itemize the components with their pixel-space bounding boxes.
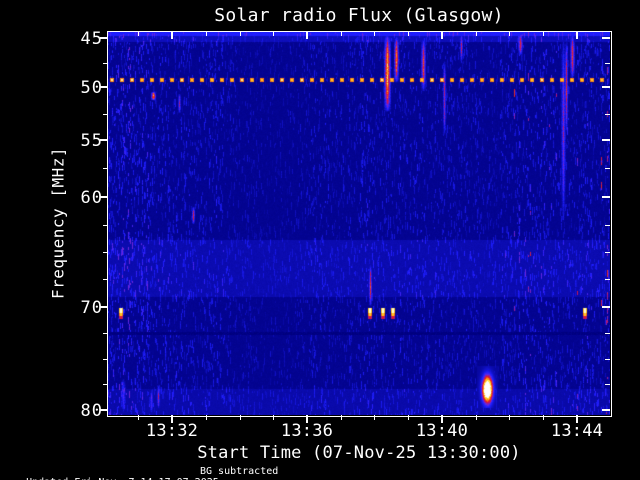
y-minor-tick-right [605, 384, 610, 386]
y-major-tick [100, 37, 108, 40]
y-tick-label: 45 [80, 29, 103, 50]
chart-title: Solar radio Flux (Glasgow) [214, 5, 504, 26]
x-minor-tick-top [374, 32, 376, 36]
x-minor-tick-top [273, 32, 275, 36]
x-tick-label: 13:36 [280, 421, 334, 441]
y-major-tick-right [602, 305, 610, 308]
y-major-tick-right [602, 86, 610, 89]
x-major-tick [440, 415, 443, 423]
x-major-tick-top [305, 32, 308, 39]
y-minor-tick [103, 224, 108, 226]
x-minor-tick-top [205, 32, 207, 36]
x-minor-tick [374, 415, 376, 420]
y-major-tick-right [602, 196, 610, 199]
y-minor-tick [103, 333, 108, 335]
y-minor-tick-right [605, 279, 610, 281]
updated-timestamp: Updated Fri Nov 7 14:17:07 2025 [26, 477, 219, 480]
y-tick-label: 50 [80, 78, 103, 99]
status-line: Updated Fri Nov 7 14:17:07 2025 BG subtr… [2, 466, 278, 480]
x-major-tick-top [440, 32, 443, 39]
x-tick-label: 13:32 [145, 421, 199, 441]
y-minor-tick-right [605, 168, 610, 170]
x-minor-tick [408, 415, 410, 420]
y-minor-tick [103, 251, 108, 253]
x-major-tick-top [171, 32, 173, 39]
x-minor-tick [239, 415, 241, 420]
y-minor-tick [103, 168, 108, 170]
x-minor-tick [273, 415, 275, 420]
x-minor-tick [509, 415, 511, 420]
x-major-tick [171, 415, 173, 423]
plot-frame [107, 31, 612, 417]
y-tick-label: 60 [80, 188, 103, 209]
spectrogram-canvas [108, 32, 610, 415]
y-minor-tick [103, 384, 108, 386]
x-minor-tick-top [239, 32, 241, 36]
y-tick-label: 70 [80, 297, 103, 318]
y-minor-tick [103, 279, 108, 281]
y-major-tick-right [602, 409, 610, 412]
x-minor-tick [138, 415, 140, 420]
x-minor-tick [543, 415, 545, 420]
y-major-tick [100, 196, 108, 199]
y-tick-label: 55 [80, 131, 103, 151]
y-major-tick [100, 86, 108, 89]
y-minor-tick-right [605, 358, 610, 360]
x-axis-title: Start Time (07-Nov-25 13:30:00) [197, 443, 521, 463]
y-minor-tick-right [605, 113, 610, 115]
y-major-tick [100, 305, 108, 308]
x-minor-tick [475, 415, 477, 420]
y-major-tick-right [602, 37, 610, 40]
x-minor-tick-top [543, 32, 545, 36]
x-minor-tick-top [138, 32, 140, 36]
x-minor-tick-top [340, 32, 342, 36]
y-minor-tick-right [605, 63, 610, 65]
x-minor-tick-top [509, 32, 511, 36]
y-minor-tick [103, 113, 108, 115]
y-minor-tick [103, 358, 108, 360]
x-major-tick [576, 415, 579, 423]
y-minor-tick-right [605, 251, 610, 253]
x-tick-label: 13:44 [550, 421, 604, 441]
y-major-tick [100, 139, 108, 141]
y-major-tick [100, 409, 108, 412]
y-minor-tick-right [605, 224, 610, 226]
y-tick-label: 80 [80, 401, 103, 422]
x-minor-tick-top [408, 32, 410, 36]
y-major-tick-right [602, 139, 610, 141]
x-major-tick [305, 415, 308, 423]
bg-subtracted-note: BG subtracted [200, 466, 279, 477]
x-major-tick-top [576, 32, 579, 39]
y-minor-tick [103, 63, 108, 65]
y-axis-title: Frequency [MHz] [48, 147, 68, 299]
x-minor-tick-top [475, 32, 477, 36]
y-minor-tick-right [605, 333, 610, 335]
x-minor-tick [205, 415, 207, 420]
x-minor-tick [340, 415, 342, 420]
x-tick-label: 13:40 [415, 421, 469, 441]
